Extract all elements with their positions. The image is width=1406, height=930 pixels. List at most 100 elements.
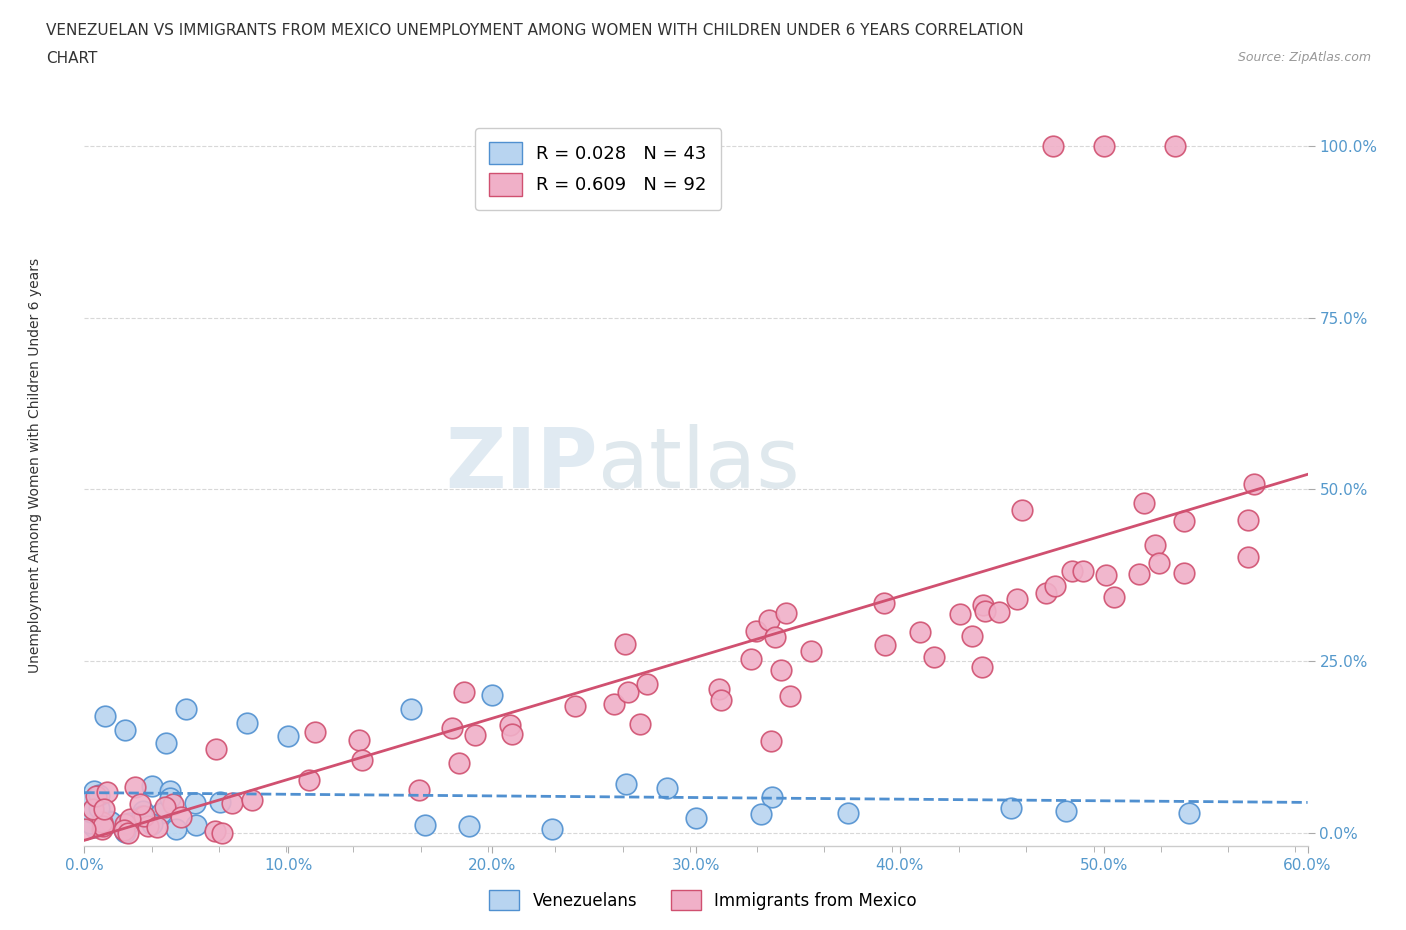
Point bbox=[617, 684, 640, 699]
Point bbox=[90, 814, 112, 829]
Point bbox=[1147, 555, 1170, 570]
Point bbox=[114, 722, 136, 737]
Point bbox=[83, 819, 105, 834]
Point bbox=[134, 809, 156, 824]
Point bbox=[114, 825, 136, 840]
Point bbox=[91, 818, 114, 833]
Point bbox=[499, 717, 522, 732]
Point bbox=[873, 637, 896, 652]
Point bbox=[136, 819, 159, 834]
Point bbox=[174, 701, 197, 716]
Point bbox=[1054, 804, 1077, 818]
Point bbox=[464, 727, 486, 742]
Point bbox=[298, 773, 321, 788]
Point bbox=[758, 613, 780, 628]
Point bbox=[89, 817, 111, 832]
Point bbox=[155, 799, 177, 814]
Point bbox=[449, 755, 471, 770]
Point bbox=[481, 688, 503, 703]
Point bbox=[685, 811, 707, 826]
Point bbox=[100, 815, 122, 830]
Point bbox=[987, 604, 1010, 619]
Point bbox=[165, 822, 187, 837]
Point bbox=[614, 637, 637, 652]
Point bbox=[873, 595, 896, 610]
Point bbox=[1178, 806, 1201, 821]
Point bbox=[1042, 139, 1064, 153]
Point bbox=[128, 797, 150, 812]
Text: atlas: atlas bbox=[598, 424, 800, 505]
Point bbox=[779, 688, 801, 703]
Point bbox=[277, 729, 299, 744]
Point bbox=[82, 802, 104, 817]
Text: VENEZUELAN VS IMMIGRANTS FROM MEXICO UNEMPLOYMENT AMONG WOMEN WITH CHILDREN UNDE: VENEZUELAN VS IMMIGRANTS FROM MEXICO UNE… bbox=[46, 23, 1024, 38]
Point bbox=[603, 697, 626, 711]
Point bbox=[709, 693, 731, 708]
Point bbox=[87, 788, 110, 803]
Point bbox=[120, 811, 142, 826]
Point bbox=[636, 677, 658, 692]
Point bbox=[87, 801, 110, 816]
Point bbox=[1128, 566, 1150, 581]
Point bbox=[974, 604, 997, 618]
Point bbox=[564, 698, 586, 713]
Point bbox=[972, 659, 994, 674]
Point bbox=[184, 818, 207, 833]
Point bbox=[80, 804, 103, 819]
Point bbox=[162, 797, 184, 812]
Point bbox=[1237, 512, 1260, 527]
Point bbox=[90, 821, 112, 836]
Point bbox=[628, 717, 651, 732]
Point bbox=[949, 606, 972, 621]
Point bbox=[1243, 476, 1265, 491]
Point bbox=[761, 790, 783, 804]
Point bbox=[453, 684, 475, 699]
Point bbox=[1011, 502, 1033, 517]
Point bbox=[800, 644, 823, 659]
Point bbox=[655, 781, 678, 796]
Point bbox=[114, 817, 136, 832]
Point bbox=[541, 821, 564, 836]
Point bbox=[131, 808, 153, 823]
Point bbox=[155, 736, 177, 751]
Point bbox=[908, 624, 931, 639]
Point bbox=[1173, 513, 1195, 528]
Point bbox=[132, 804, 155, 818]
Point bbox=[1133, 496, 1156, 511]
Point bbox=[1035, 586, 1057, 601]
Point bbox=[304, 725, 326, 740]
Point bbox=[204, 824, 226, 839]
Point bbox=[169, 810, 191, 825]
Point bbox=[749, 806, 772, 821]
Point bbox=[1237, 550, 1260, 565]
Point bbox=[399, 701, 422, 716]
Point bbox=[1005, 591, 1028, 606]
Point bbox=[98, 814, 121, 829]
Point bbox=[124, 779, 146, 794]
Point bbox=[763, 630, 786, 644]
Point bbox=[79, 815, 101, 830]
Point bbox=[415, 817, 437, 832]
Point bbox=[501, 726, 523, 741]
Point bbox=[347, 733, 370, 748]
Point bbox=[775, 606, 797, 621]
Point bbox=[141, 817, 163, 831]
Point bbox=[1071, 564, 1094, 578]
Point bbox=[1102, 590, 1125, 604]
Point bbox=[84, 789, 107, 804]
Point bbox=[240, 792, 263, 807]
Point bbox=[1092, 139, 1115, 153]
Point bbox=[1060, 564, 1083, 578]
Point bbox=[408, 782, 430, 797]
Point bbox=[1045, 578, 1067, 593]
Point bbox=[1164, 139, 1187, 153]
Point bbox=[769, 662, 792, 677]
Point bbox=[93, 709, 115, 724]
Point bbox=[141, 778, 163, 793]
Point bbox=[745, 624, 768, 639]
Point bbox=[960, 629, 983, 644]
Point bbox=[221, 795, 243, 810]
Point bbox=[441, 721, 464, 736]
Point bbox=[83, 784, 105, 799]
Point bbox=[118, 816, 141, 830]
